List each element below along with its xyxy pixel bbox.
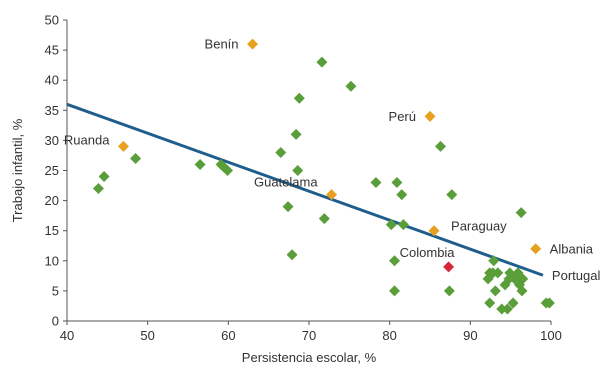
label-perú: Perú bbox=[389, 109, 416, 124]
data-point bbox=[434, 140, 446, 152]
data-point bbox=[98, 171, 110, 183]
y-tick-label: 10 bbox=[45, 253, 59, 268]
point-ruanda bbox=[117, 140, 129, 152]
data-point bbox=[194, 158, 206, 170]
label-guatelama: Guatelama bbox=[254, 175, 318, 190]
x-tick-label: 60 bbox=[221, 328, 235, 343]
y-tick-label: 5 bbox=[52, 283, 59, 298]
y-tick-label: 25 bbox=[45, 163, 59, 178]
annotation-portugal: Portugal bbox=[552, 268, 601, 283]
data-point bbox=[345, 80, 357, 92]
data-point bbox=[516, 285, 528, 297]
data-point bbox=[389, 285, 401, 297]
data-point bbox=[492, 267, 504, 279]
data-point bbox=[397, 219, 409, 231]
data-point bbox=[515, 207, 527, 219]
axes: 40 50 60 70 80 90 100 0 5 10 15 20 25 30 35 40 45 50 bbox=[45, 13, 562, 344]
label-benín: Benín bbox=[205, 37, 239, 52]
label-albania: Albania bbox=[550, 241, 594, 256]
y-tick-label: 20 bbox=[45, 193, 59, 208]
y-tick-label: 30 bbox=[45, 133, 59, 148]
labels-layer: Benín Perú Ruanda Guatelama Paraguay Albania C… bbox=[64, 37, 601, 284]
y-tick-label: 0 bbox=[52, 314, 59, 329]
y-tick-label: 35 bbox=[45, 103, 59, 118]
x-tick-label: 50 bbox=[140, 328, 154, 343]
y-tick-label: 45 bbox=[45, 43, 59, 58]
label-paraguay: Paraguay bbox=[451, 219, 507, 234]
data-point bbox=[92, 183, 104, 195]
data-point bbox=[389, 255, 401, 267]
data-point bbox=[507, 297, 519, 309]
data-point bbox=[489, 285, 501, 297]
x-tick-label: 70 bbox=[302, 328, 316, 343]
trendline bbox=[66, 102, 544, 277]
data-point bbox=[543, 297, 555, 309]
x-tick-label: 90 bbox=[463, 328, 477, 343]
data-point bbox=[275, 146, 287, 158]
points-layer bbox=[92, 38, 555, 315]
data-point bbox=[282, 201, 294, 213]
y-axis-title: Trabajo infantil, % bbox=[10, 118, 25, 222]
data-point bbox=[292, 165, 304, 176]
data-point bbox=[501, 303, 513, 315]
data-point bbox=[385, 219, 397, 231]
data-point bbox=[290, 128, 302, 140]
point-benín bbox=[247, 38, 259, 50]
x-tick-label: 80 bbox=[382, 328, 396, 343]
data-point bbox=[488, 255, 500, 267]
point-colombia bbox=[443, 261, 455, 273]
point-guatelama bbox=[326, 189, 338, 201]
label-colombia: Colombia bbox=[400, 245, 456, 260]
data-point bbox=[446, 189, 458, 201]
data-point bbox=[396, 189, 408, 201]
data-point bbox=[443, 285, 455, 297]
y-tick-label: 50 bbox=[45, 13, 59, 28]
label-ruanda: Ruanda bbox=[64, 132, 110, 147]
point-albania bbox=[530, 243, 542, 255]
x-tick-label: 40 bbox=[60, 328, 74, 343]
y-tick-label: 15 bbox=[45, 223, 59, 238]
data-point bbox=[316, 56, 328, 68]
point-paraguay bbox=[428, 225, 440, 237]
data-point bbox=[496, 303, 508, 315]
data-point bbox=[370, 177, 382, 189]
data-point bbox=[318, 213, 330, 225]
trendline-layer bbox=[66, 102, 544, 277]
x-axis-title: Persistencia escolar, % bbox=[242, 350, 377, 365]
data-point bbox=[293, 92, 305, 104]
data-point bbox=[484, 297, 496, 309]
point-perú bbox=[424, 110, 436, 122]
y-tick-label: 40 bbox=[45, 73, 59, 88]
x-tick-label: 100 bbox=[540, 328, 562, 343]
data-point bbox=[222, 165, 234, 176]
data-point bbox=[517, 273, 529, 285]
data-point bbox=[130, 152, 142, 164]
data-point bbox=[391, 177, 403, 189]
data-point bbox=[286, 249, 298, 261]
